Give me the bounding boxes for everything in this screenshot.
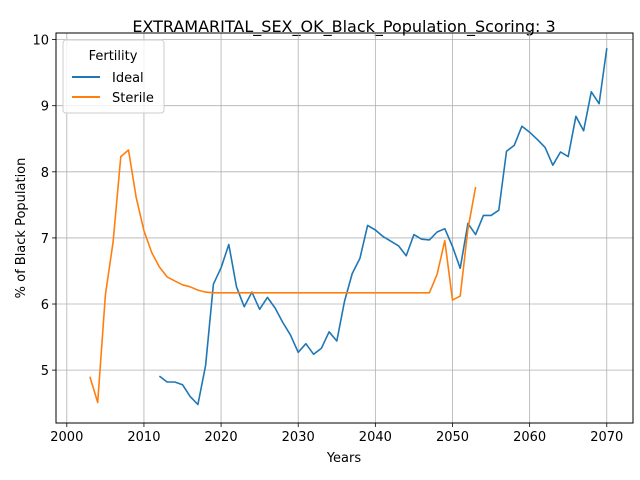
x-tick-label: 2000 bbox=[50, 430, 83, 445]
x-tick-label: 2070 bbox=[590, 430, 623, 445]
series-line-ideal bbox=[158, 48, 608, 406]
y-tick-label: 9 bbox=[41, 100, 49, 115]
y-tick-label: 7 bbox=[41, 232, 49, 247]
plot-area-frame bbox=[55, 32, 634, 424]
x-tick-label: 2040 bbox=[359, 430, 392, 445]
axis-ticks: 2000 2010 2020 2030 2040 2050 2060 2070 5 6 7 8 9 10 bbox=[32, 34, 623, 445]
y-tick-label: 5 bbox=[41, 364, 49, 379]
y-axis-title: % of Black Population bbox=[14, 158, 29, 299]
legend-label-ideal: Ideal bbox=[112, 71, 144, 86]
legend-title: Fertility bbox=[89, 49, 138, 64]
series-line-sterile bbox=[89, 149, 477, 404]
x-axis-title: Years bbox=[326, 451, 362, 466]
legend: Fertility Ideal Sterile bbox=[62, 39, 165, 114]
y-tick-label: 6 bbox=[41, 298, 49, 313]
y-tick-label: 10 bbox=[32, 34, 49, 49]
x-tick-label: 2010 bbox=[127, 430, 160, 445]
y-tick-label: 8 bbox=[41, 166, 49, 181]
x-tick-label: 2050 bbox=[436, 430, 469, 445]
x-tick-label: 2020 bbox=[205, 430, 238, 445]
data-series bbox=[89, 48, 608, 406]
legend-box bbox=[62, 39, 165, 114]
x-tick-label: 2030 bbox=[282, 430, 315, 445]
legend-label-sterile: Sterile bbox=[112, 91, 154, 106]
x-tick-label: 2060 bbox=[513, 430, 546, 445]
chart-title: EXTRAMARITAL_SEX_OK_Black_Population_Sco… bbox=[132, 17, 555, 37]
